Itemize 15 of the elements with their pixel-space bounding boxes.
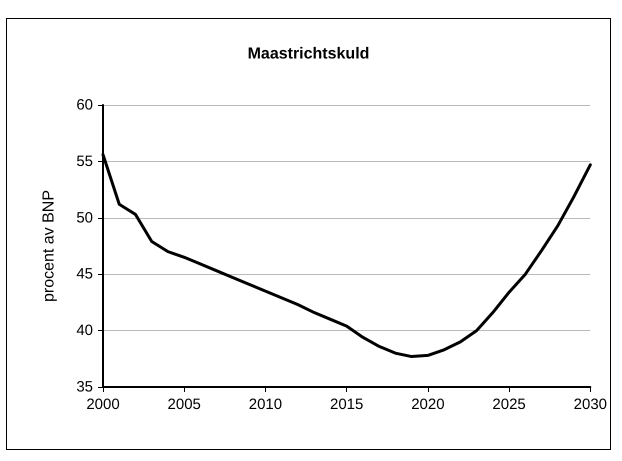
y-tick-label: 45 <box>76 266 93 283</box>
x-tick-label: 2005 <box>168 396 201 413</box>
x-tick-label: 2010 <box>248 396 282 413</box>
y-tick-label: 55 <box>76 152 93 170</box>
y-tick-label: 35 <box>76 378 93 396</box>
y-tick-label: 40 <box>76 322 93 340</box>
y-tick-label: 50 <box>76 209 93 226</box>
x-tick-label: 2000 <box>86 396 120 413</box>
x-tick-label: 2030 <box>574 396 608 413</box>
chart-title: Maastrichtskuld <box>248 46 370 62</box>
y-tick-label: 60 <box>76 96 93 114</box>
x-tick-label: 2020 <box>411 396 445 413</box>
y-axis-title: procent av BNP <box>40 190 58 302</box>
x-tick-label: 2025 <box>492 396 526 413</box>
x-tick-label: 2015 <box>330 396 364 413</box>
